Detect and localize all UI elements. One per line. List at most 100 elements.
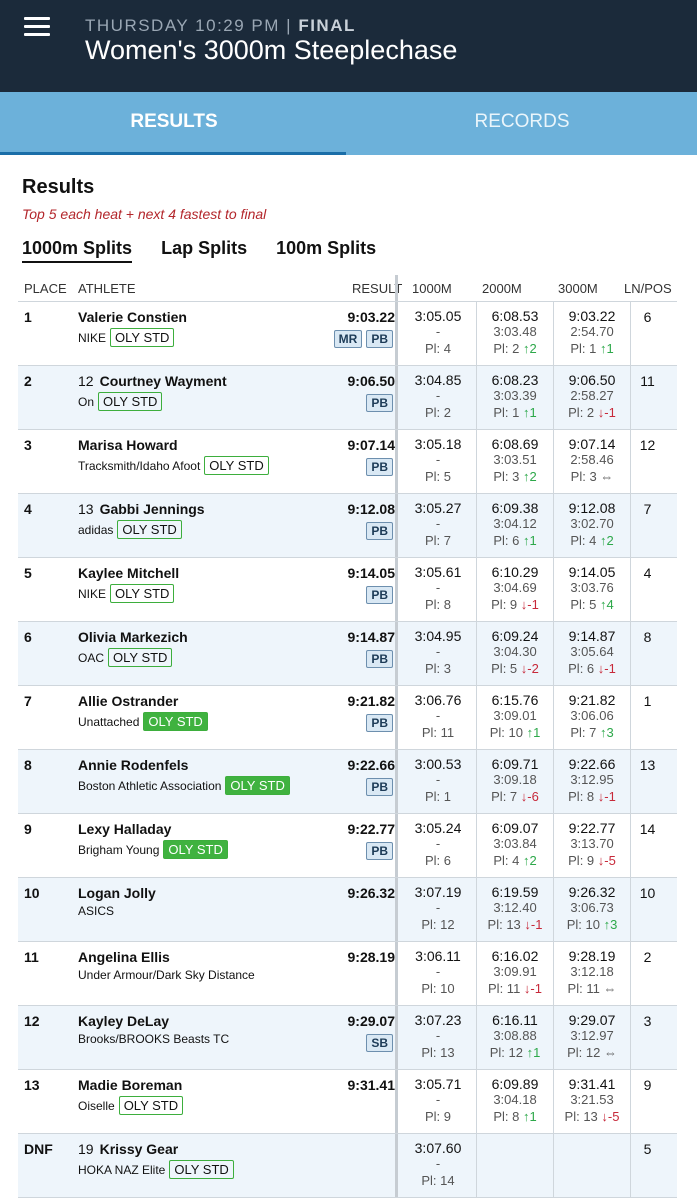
split-cell-s2: 6:09.89 3:04.18 Pl: 8 ↑1 [477, 1070, 554, 1133]
record-badge: MR [333, 330, 363, 348]
split-lap: 3:03.48 [493, 324, 537, 339]
row-lane: 9 [643, 1077, 652, 1093]
split-time: 9:28.19 [568, 948, 616, 964]
split-lap: 3:21.53 [570, 1092, 614, 1107]
row-athlete[interactable]: 13 Gabbi Jennings [78, 501, 205, 517]
tab-results[interactable]: RESULTS [130, 111, 218, 132]
split-lap: - [435, 836, 441, 851]
column-separator [395, 942, 398, 1005]
table-row[interactable]: 12 Kayley DeLay Brooks/BROOKS Beasts TC 9:2… [18, 1006, 677, 1070]
row-athlete[interactable]: Logan Jolly [78, 885, 156, 901]
split-lap: - [435, 1156, 441, 1171]
table-row[interactable]: 2 12 Courtney Wayment On OLY STD 9:06.50 PB 3:0… [18, 366, 677, 430]
event-day-time: THURSDAY 10:29 PM [85, 16, 280, 35]
table-row[interactable]: 8 Annie Rodenfels Boston Athletic Associat… [18, 750, 677, 814]
split-place: Pl: 6 [400, 853, 476, 868]
row-athlete[interactable]: Angelina Ellis [78, 949, 170, 965]
row-athlete[interactable]: 12 Courtney Wayment [78, 373, 227, 389]
split-time: 3:05.18 [414, 436, 462, 452]
header-2000m: 2000M [482, 281, 522, 296]
split-time: 3:05.71 [414, 1076, 462, 1092]
split-place: Pl: 6 ↓-1 [554, 661, 630, 676]
header-separator [395, 275, 398, 301]
column-separator [395, 878, 398, 941]
split-lap: 3:06.06 [570, 708, 614, 723]
table-row[interactable]: 4 13 Gabbi Jennings adidas OLY STD 9:12.08 PB 3… [18, 494, 677, 558]
split-place-value: Pl: 10 [566, 917, 600, 932]
split-time: 6:08.53 [491, 308, 539, 324]
split-place: Pl: 4 ↑2 [554, 533, 630, 548]
split-lap: - [435, 1092, 441, 1107]
split-time: 6:15.76 [491, 692, 539, 708]
split-tab-lap[interactable]: Lap Splits [161, 238, 248, 258]
table-row[interactable]: 6 Olivia Markezich OAC OLY STD 9:14.87 PB 3:04… [18, 622, 677, 686]
split-place-value: Pl: 6 [493, 533, 520, 548]
split-lap: 3:03.51 [493, 452, 537, 467]
table-row[interactable]: 11 Angelina Ellis Under Armour/Dark Sky Di… [18, 942, 677, 1006]
row-team: NIKE OLY STD [78, 328, 175, 347]
position-change-icon: ⇔ [603, 1045, 617, 1060]
row-result: 9:28.19 [347, 949, 395, 965]
row-athlete[interactable]: 19 Krissy Gear [78, 1141, 178, 1157]
position-change-icon: ⇔ [600, 469, 614, 484]
tab-records[interactable]: RECORDS [474, 111, 570, 132]
table-row[interactable]: 1 Valerie Constien NIKE OLY STD 9:03.22 MR PB 3… [18, 302, 677, 366]
table-row[interactable]: 7 Allie Ostrander Unattached OLY STD 9:21.82… [18, 686, 677, 750]
app-header: THURSDAY 10:29 PM | FINAL Women's 3000m … [0, 0, 697, 92]
split-time: 6:09.71 [491, 756, 539, 772]
split-time: 9:21.82 [568, 692, 616, 708]
table-row[interactable]: 13 Madie Boreman Oiselle OLY STD 9:31.41 3:05… [18, 1070, 677, 1134]
row-place: 9 [24, 821, 32, 837]
position-change-icon: ↓-1 [523, 981, 542, 996]
row-team-name: Brooks/BROOKS Beasts TC [78, 1032, 230, 1046]
row-athlete[interactable]: Allie Ostrander [78, 693, 178, 709]
split-place-value: Pl: 5 [491, 661, 518, 676]
row-result: 9:22.66 [347, 757, 395, 773]
position-change-icon: ↑1 [599, 341, 614, 356]
row-athlete[interactable]: Olivia Markezich [78, 629, 188, 645]
position-change-icon: ↑1 [522, 533, 537, 548]
row-team: OAC OLY STD [78, 648, 173, 667]
split-lap: - [435, 900, 441, 915]
row-athlete[interactable]: Kayley DeLay [78, 1013, 169, 1029]
split-tab-100m[interactable]: 100m Splits [276, 238, 377, 258]
table-row[interactable]: 3 Marisa Howard Tracksmith/Idaho Afoot OLY … [18, 430, 677, 494]
row-lane: 1 [643, 693, 652, 709]
row-athlete[interactable]: Annie Rodenfels [78, 757, 188, 773]
position-change-icon: ↓-1 [524, 917, 543, 932]
row-result: 9:22.77 [347, 821, 395, 837]
record-badge: PB [366, 842, 393, 860]
split-place: Pl: 9 ↓-1 [477, 597, 553, 612]
row-athlete-name: Madie Boreman [78, 1077, 183, 1093]
row-lane: 3 [643, 1013, 652, 1029]
split-cell-s1: 3:06.76- Pl: 11 [400, 686, 477, 749]
split-place: Pl: 13 ↓-5 [554, 1109, 630, 1124]
tab-bar: RESULTS RECORDS [0, 92, 697, 155]
position-change-icon: ↑2 [522, 341, 537, 356]
split-place: Pl: 1 ↑1 [477, 405, 553, 420]
row-athlete[interactable]: Valerie Constien [78, 309, 187, 325]
split-tab-1000m[interactable]: 1000m Splits [22, 238, 133, 263]
split-lap: 3:03.84 [493, 836, 537, 851]
row-athlete[interactable]: Marisa Howard [78, 437, 178, 453]
split-lap: - [435, 516, 441, 531]
table-row[interactable]: 5 Kaylee Mitchell NIKE OLY STD 9:14.05 PB 3:05… [18, 558, 677, 622]
row-athlete[interactable]: Madie Boreman [78, 1077, 182, 1093]
menu-icon[interactable] [24, 17, 50, 37]
split-time: 6:09.89 [491, 1076, 539, 1092]
split-place: Pl: 13 [400, 1045, 476, 1060]
row-team: Oiselle OLY STD [78, 1096, 184, 1115]
row-athlete[interactable]: Kaylee Mitchell [78, 565, 179, 581]
qualification-note: Top 5 each heat + next 4 fastest to fina… [22, 206, 267, 222]
split-time: 3:07.19 [414, 884, 462, 900]
row-athlete[interactable]: Lexy Halladay [78, 821, 171, 837]
table-row[interactable]: DNF 19 Krissy Gear HOKA NAZ Elite OLY STD 3:0… [18, 1134, 677, 1198]
split-cell-s3: 9:22.77 3:13.70 Pl: 9 ↓-5 [554, 814, 631, 877]
split-place-value: Pl: 7 [570, 725, 597, 740]
row-team-name: HOKA NAZ Elite [78, 1162, 166, 1177]
split-lap: 3:03.39 [493, 388, 537, 403]
table-row[interactable]: 10 Logan Jolly ASICS 9:26.32 3:07.19- Pl: 12 6… [18, 878, 677, 942]
table-row[interactable]: 9 Lexy Halladay Brigham Young OLY STD 9:22.7… [18, 814, 677, 878]
row-team: adidas OLY STD [78, 520, 182, 539]
split-time: 9:22.77 [568, 820, 616, 836]
